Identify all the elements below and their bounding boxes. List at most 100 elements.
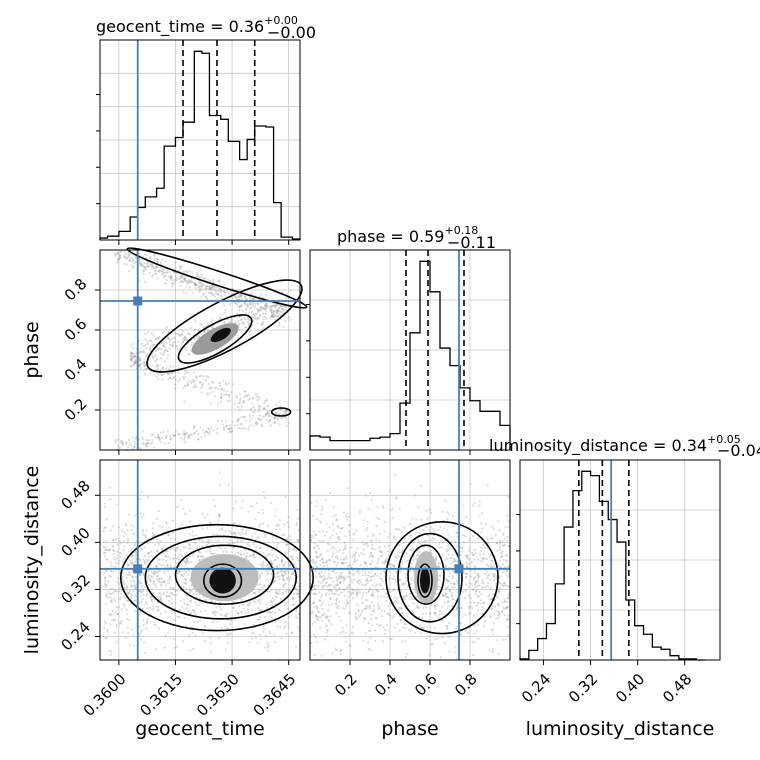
sample-point — [142, 573, 145, 577]
sample-point — [285, 305, 288, 308]
sample-point — [157, 347, 160, 350]
title-phase-lower: −0.11 — [447, 233, 496, 252]
sample-point — [196, 275, 199, 278]
sample-point — [327, 603, 330, 607]
sample-point — [418, 606, 421, 610]
sample-point — [139, 589, 143, 592]
sample-point — [156, 559, 159, 562]
sample-point — [470, 561, 473, 564]
sample-point — [464, 629, 467, 633]
sample-point — [257, 536, 260, 539]
sample-point — [368, 491, 371, 495]
sample-point — [273, 313, 276, 316]
sample-point — [179, 265, 182, 268]
sample-point — [282, 575, 285, 578]
sample-point — [205, 430, 208, 433]
sample-point — [434, 557, 437, 560]
sample-point — [462, 522, 465, 525]
sample-point — [201, 382, 205, 385]
sample-point — [264, 400, 267, 403]
sample-point — [216, 427, 219, 430]
sample-point — [235, 296, 238, 299]
sample-point — [280, 591, 284, 594]
sample-point — [193, 621, 196, 624]
sample-point — [491, 628, 494, 632]
sample-point — [155, 337, 158, 340]
sample-point — [380, 615, 384, 618]
sample-point — [273, 633, 276, 636]
sample-point — [398, 543, 401, 547]
sample-point — [278, 400, 281, 403]
sample-point — [107, 649, 110, 652]
sample-point — [144, 535, 147, 538]
sample-point — [138, 625, 141, 628]
sample-point — [447, 605, 450, 608]
sample-point — [340, 527, 343, 530]
sample-point — [159, 269, 162, 272]
sample-point — [430, 549, 433, 552]
sample-point — [444, 593, 448, 596]
sample-point — [339, 558, 342, 561]
sample-point — [425, 509, 428, 512]
sample-point — [105, 636, 108, 640]
sample-point — [292, 571, 295, 574]
sample-point — [399, 588, 402, 591]
sample-point — [125, 257, 128, 261]
sample-point — [294, 588, 298, 591]
sample-point — [128, 443, 131, 446]
sample-point — [357, 579, 360, 583]
sample-point — [381, 504, 384, 507]
sample-point — [291, 557, 294, 560]
sample-point — [202, 555, 205, 558]
sample-point — [265, 306, 268, 310]
sample-point — [274, 621, 277, 624]
sample-point — [183, 617, 186, 620]
sample-point — [478, 590, 481, 594]
sample-point — [491, 597, 494, 601]
sample-point — [214, 505, 217, 508]
sample-point — [131, 363, 134, 366]
sample-point — [183, 277, 186, 280]
sample-point — [315, 641, 318, 644]
sample-point — [141, 516, 144, 519]
sample-point — [311, 561, 315, 564]
sample-point — [163, 351, 166, 354]
sample-point — [439, 526, 442, 529]
sample-point — [378, 539, 381, 542]
sample-point — [429, 508, 432, 511]
sample-point — [276, 417, 279, 421]
sample-point — [258, 407, 261, 410]
sample-point — [292, 593, 295, 596]
sample-point — [240, 295, 243, 298]
sample-point — [275, 555, 278, 558]
sample-point — [229, 430, 232, 433]
sample-point — [481, 606, 484, 609]
sample-point — [216, 419, 219, 422]
sample-point — [212, 285, 215, 288]
sample-point — [398, 507, 401, 510]
sample-point — [502, 544, 505, 547]
sample-point — [229, 539, 232, 542]
sample-point — [399, 619, 402, 622]
sample-point — [498, 590, 501, 593]
sample-point — [143, 561, 146, 564]
sample-point — [507, 626, 510, 629]
sample-point — [162, 353, 165, 356]
sample-point — [401, 548, 404, 552]
sample-point — [241, 603, 244, 606]
sample-point — [425, 606, 428, 609]
sample-point — [397, 607, 400, 610]
sample-point — [260, 423, 264, 426]
sample-point — [132, 259, 135, 262]
sample-point — [169, 548, 172, 551]
sample-point — [265, 294, 268, 297]
sample-point — [185, 559, 188, 562]
sample-point — [239, 427, 242, 430]
sample-point — [267, 645, 270, 649]
sample-point — [108, 614, 112, 617]
sample-point — [122, 535, 125, 538]
sample-point — [435, 557, 438, 560]
sample-point — [317, 544, 320, 547]
sample-point — [228, 542, 231, 545]
sample-point — [185, 370, 188, 373]
